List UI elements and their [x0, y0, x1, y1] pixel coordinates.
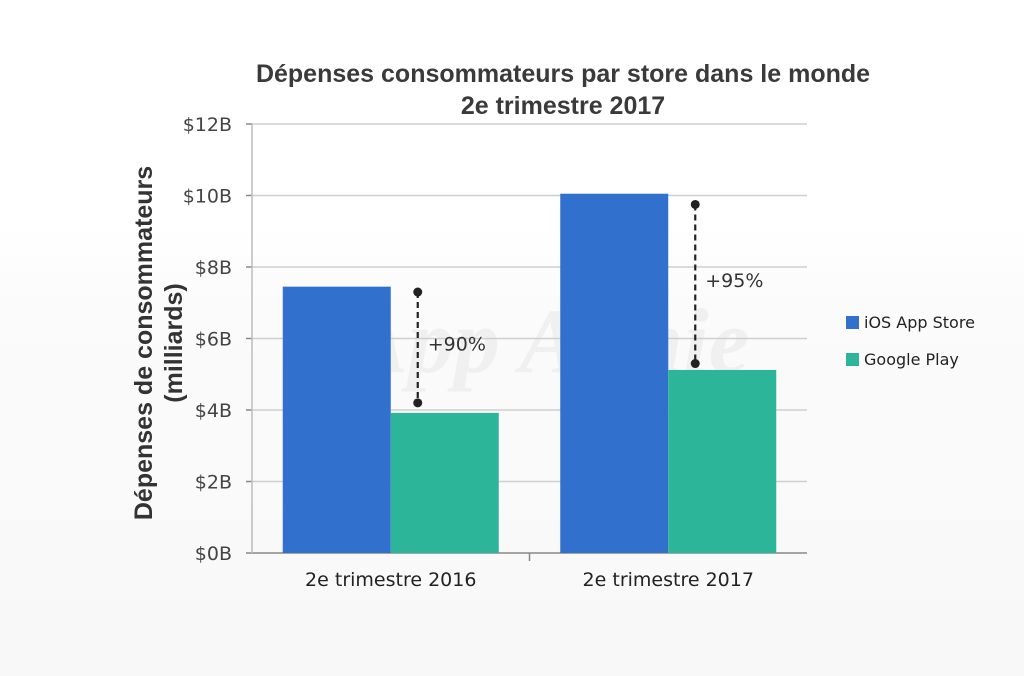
legend-swatch	[846, 353, 859, 366]
annotation-dot-top	[690, 199, 700, 209]
y-tick-label: $6B	[195, 329, 232, 351]
legend-label: iOS App Store	[864, 313, 975, 332]
annotation-dot-bottom	[690, 359, 700, 369]
y-tick-label: $8B	[195, 257, 232, 279]
chart-title: Dépenses consommateurs par store dans le…	[256, 60, 870, 88]
legend-swatch	[846, 316, 859, 329]
x-tick-label: 2e trimestre 2016	[305, 569, 476, 591]
legend-label: Google Play	[864, 350, 959, 369]
annotation-dot-top	[413, 287, 423, 297]
annotation-label: +90%	[428, 333, 486, 355]
y-tick-label: $0B	[195, 543, 232, 565]
chart-subtitle: 2e trimestre 2017	[461, 92, 665, 120]
y-tick-label: $4B	[195, 400, 232, 422]
annotation-dot-bottom	[413, 398, 423, 408]
y-tick-label: $2B	[195, 472, 232, 494]
x-tick-label: 2e trimestre 2017	[583, 569, 754, 591]
y-axis-sublabel: (milliards)	[160, 283, 188, 402]
y-axis-ticks: $0B $2B $4B $6B $8B $10B $12B	[183, 114, 232, 565]
x-axis-ticks: 2e trimestre 2016 2e trimestre 2017	[305, 569, 754, 591]
bar-google-play	[668, 369, 777, 553]
y-axis-title: Dépenses de consommateurs (milliards)	[130, 166, 188, 520]
bar-ios-app-store	[560, 193, 669, 553]
bars	[282, 193, 777, 553]
legend: iOS App Store Google Play	[846, 313, 975, 369]
annotations: +90% +95%	[413, 199, 763, 408]
annotation-label: +95%	[705, 270, 763, 292]
y-axis-label: Dépenses de consommateurs	[130, 166, 158, 520]
y-tick-label: $10B	[183, 186, 232, 208]
y-tick-label: $12B	[183, 114, 232, 136]
bar-ios-app-store	[282, 286, 391, 553]
bar-google-play	[390, 412, 499, 553]
